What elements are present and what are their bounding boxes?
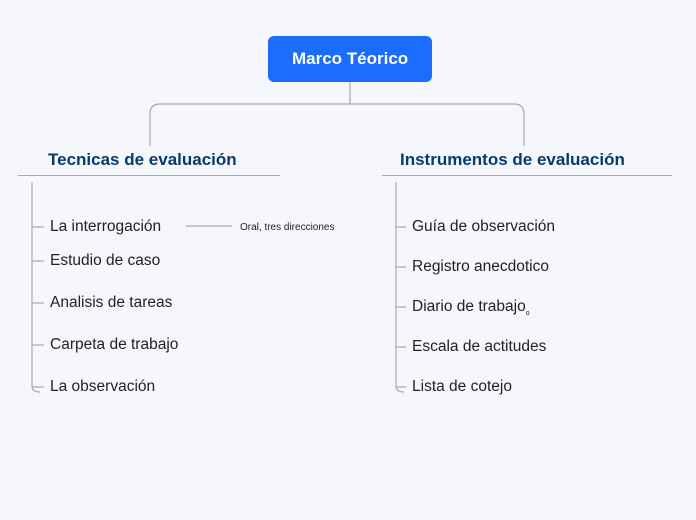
leaf-carpeta-de-trabajo: Carpeta de trabajo	[50, 336, 178, 354]
leaf-la-interrogacion: La interrogación	[50, 218, 161, 236]
root-node: Marco Téorico	[268, 36, 432, 82]
branch-title-tecnicas: Tecnicas de evaluación	[48, 150, 237, 170]
leaf-estudio-de-caso: Estudio de caso	[50, 252, 160, 270]
leaf-analisis-de-tareas: Analisis de tareas	[50, 294, 172, 312]
branch-underline-tecnicas	[18, 175, 280, 176]
annotation-oral: Oral, tres direcciones	[240, 222, 334, 233]
branch-underline-instrumentos	[382, 175, 672, 176]
leaf-diario-de-trabajo: Diario de trabajoo	[412, 298, 530, 317]
branch-title-instrumentos: Instrumentos de evaluación	[400, 150, 625, 170]
leaf-escala-de-actitudes: Escala de actitudes	[412, 338, 546, 356]
leaf-guia-de-observacion: Guía de observación	[412, 218, 555, 236]
leaf-registro-anecdotico: Registro anecdotico	[412, 258, 549, 276]
leaf-la-observacion: La observación	[50, 378, 155, 396]
leaf-lista-de-cotejo: Lista de cotejo	[412, 378, 512, 396]
